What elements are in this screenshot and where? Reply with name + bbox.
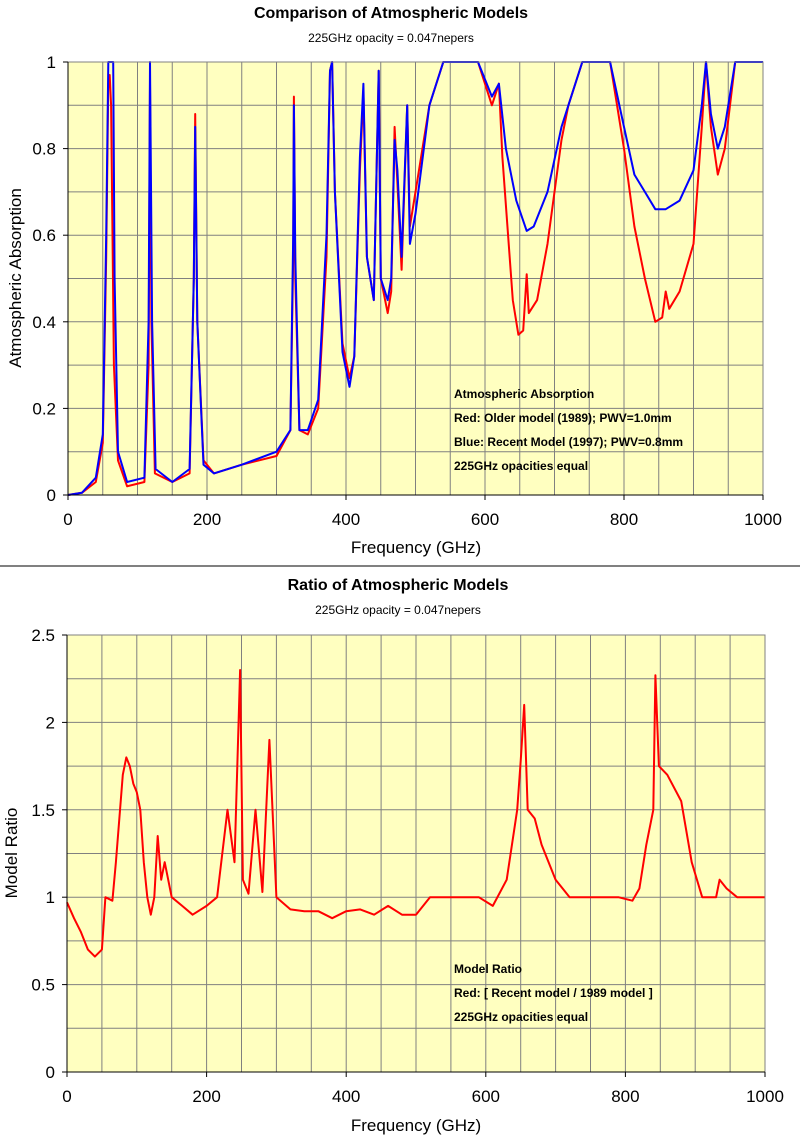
annotation-line: Blue: Recent Model (1997); PWV=0.8mm [454,435,683,449]
x-tick-label: 0 [63,510,72,529]
y-ticks: 0 0.2 0.4 0.6 0.8 1 [32,53,68,505]
data-lines [67,61,763,496]
chart-absorption: Comparison of Atmospheric Models 225GHz … [6,5,782,557]
y-ticks: 0 0.5 1 1.5 2 2.5 [31,626,67,1082]
y-tick-label: 0.5 [31,976,55,995]
x-tick-label: 800 [611,1087,639,1106]
x-ticks: 0 200 400 600 800 1000 [62,1072,784,1106]
y-tick-label: 0.6 [32,226,56,245]
x-axis-label: Frequency (GHz) [351,538,481,557]
y-tick-label: 1 [46,888,55,907]
series-line-1 [66,669,765,958]
annotation-line: Red: Older model (1989); PWV=1.0mm [454,411,672,425]
annotation-line: Model Ratio [454,962,522,976]
annotation: Atmospheric Absorption Red: Older model … [454,387,683,473]
y-tick-label: 1 [47,53,56,72]
series-line-2 [67,61,763,496]
chart-subtitle: 225GHz opacity = 0.047nepers [308,31,474,45]
grid [68,62,763,495]
annotation-line: 225GHz opacities equal [454,1010,588,1024]
y-tick-label: 0 [47,486,56,505]
annotation: Model Ratio Red: [ Recent model / 1989 m… [454,962,653,1024]
x-tick-label: 1000 [744,510,782,529]
chart-title: Comparison of Atmospheric Models [254,5,528,22]
y-tick-label: 0.4 [32,313,56,332]
grid [67,635,765,1072]
x-tick-label: 800 [610,510,638,529]
y-tick-label: 0.2 [32,399,56,418]
x-ticks: 0 200 400 600 800 1000 [63,495,782,529]
y-tick-label: 0 [46,1063,55,1082]
chart-title: Ratio of Atmospheric Models [288,577,509,594]
chart-ratio: Ratio of Atmospheric Models 225GHz opaci… [2,577,784,1135]
y-tick-label: 1.5 [31,801,55,820]
y-axis-label: Model Ratio [2,808,21,899]
annotation-line: 225GHz opacities equal [454,459,588,473]
y-axis-label: Atmospheric Absorption [6,188,25,368]
chart-subtitle: 225GHz opacity = 0.047nepers [315,603,481,617]
annotation-line: Red: [ Recent model / 1989 model ] [454,986,653,1000]
x-tick-label: 200 [192,1087,220,1106]
x-tick-label: 0 [62,1087,71,1106]
y-tick-label: 0.8 [32,140,56,159]
x-axis-label: Frequency (GHz) [351,1116,481,1135]
annotation-line: Atmospheric Absorption [454,387,594,401]
x-tick-label: 400 [332,1087,360,1106]
data-lines [66,669,765,958]
y-tick-label: 2 [46,713,55,732]
y-tick-label: 2.5 [31,626,55,645]
x-tick-label: 1000 [746,1087,784,1106]
x-tick-label: 600 [472,1087,500,1106]
x-tick-label: 600 [471,510,499,529]
x-tick-label: 200 [193,510,221,529]
x-tick-label: 400 [332,510,360,529]
